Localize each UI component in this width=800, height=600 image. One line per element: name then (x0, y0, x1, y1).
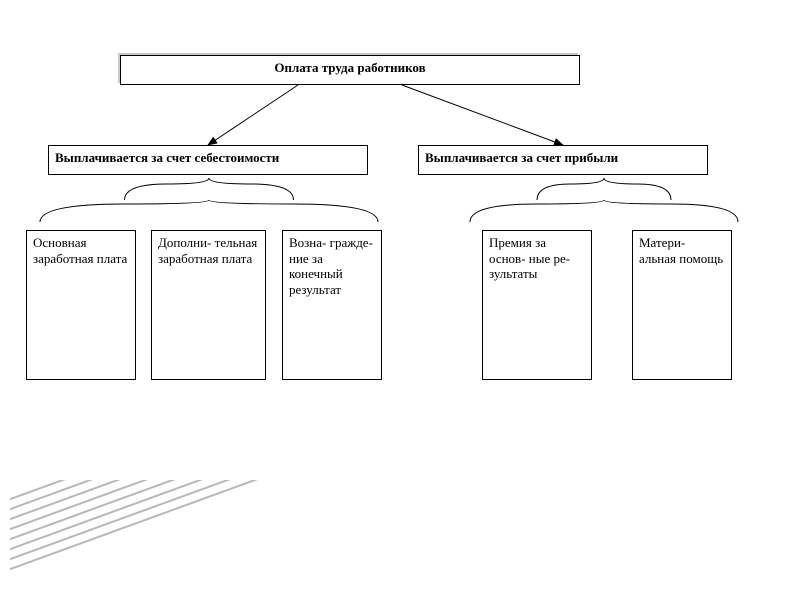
leaf-additional-salary: Дополни- тельная заработная плата (151, 230, 266, 380)
leaf-additional-salary-label: Дополни- тельная заработная плата (158, 235, 257, 266)
leaf-basic-salary: Основная заработная плата (26, 230, 136, 380)
leaf-material-aid: Матери- альная помощь (632, 230, 732, 380)
leaf-premium: Премия за основ- ные ре- зультаты (482, 230, 592, 380)
leaf-basic-salary-label: Основная заработная плата (33, 235, 127, 266)
root-node: Оплата труда работников (120, 55, 580, 85)
root-label: Оплата труда работников (274, 60, 425, 75)
leaf-final-bonus-label: Возна- гражде- ние за конечный результат (289, 235, 373, 297)
branch-profit: Выплачивается за счет прибыли (418, 145, 708, 175)
leaf-material-aid-label: Матери- альная помощь (639, 235, 723, 266)
branch-profit-label: Выплачивается за счет прибыли (425, 150, 618, 165)
branch-cost: Выплачивается за счет себестоимости (48, 145, 368, 175)
leaf-premium-label: Премия за основ- ные ре- зультаты (489, 235, 570, 281)
slide-corner-decoration (10, 480, 260, 590)
branch-cost-label: Выплачивается за счет себестоимости (55, 150, 279, 165)
leaf-final-bonus: Возна- гражде- ние за конечный результат (282, 230, 382, 380)
